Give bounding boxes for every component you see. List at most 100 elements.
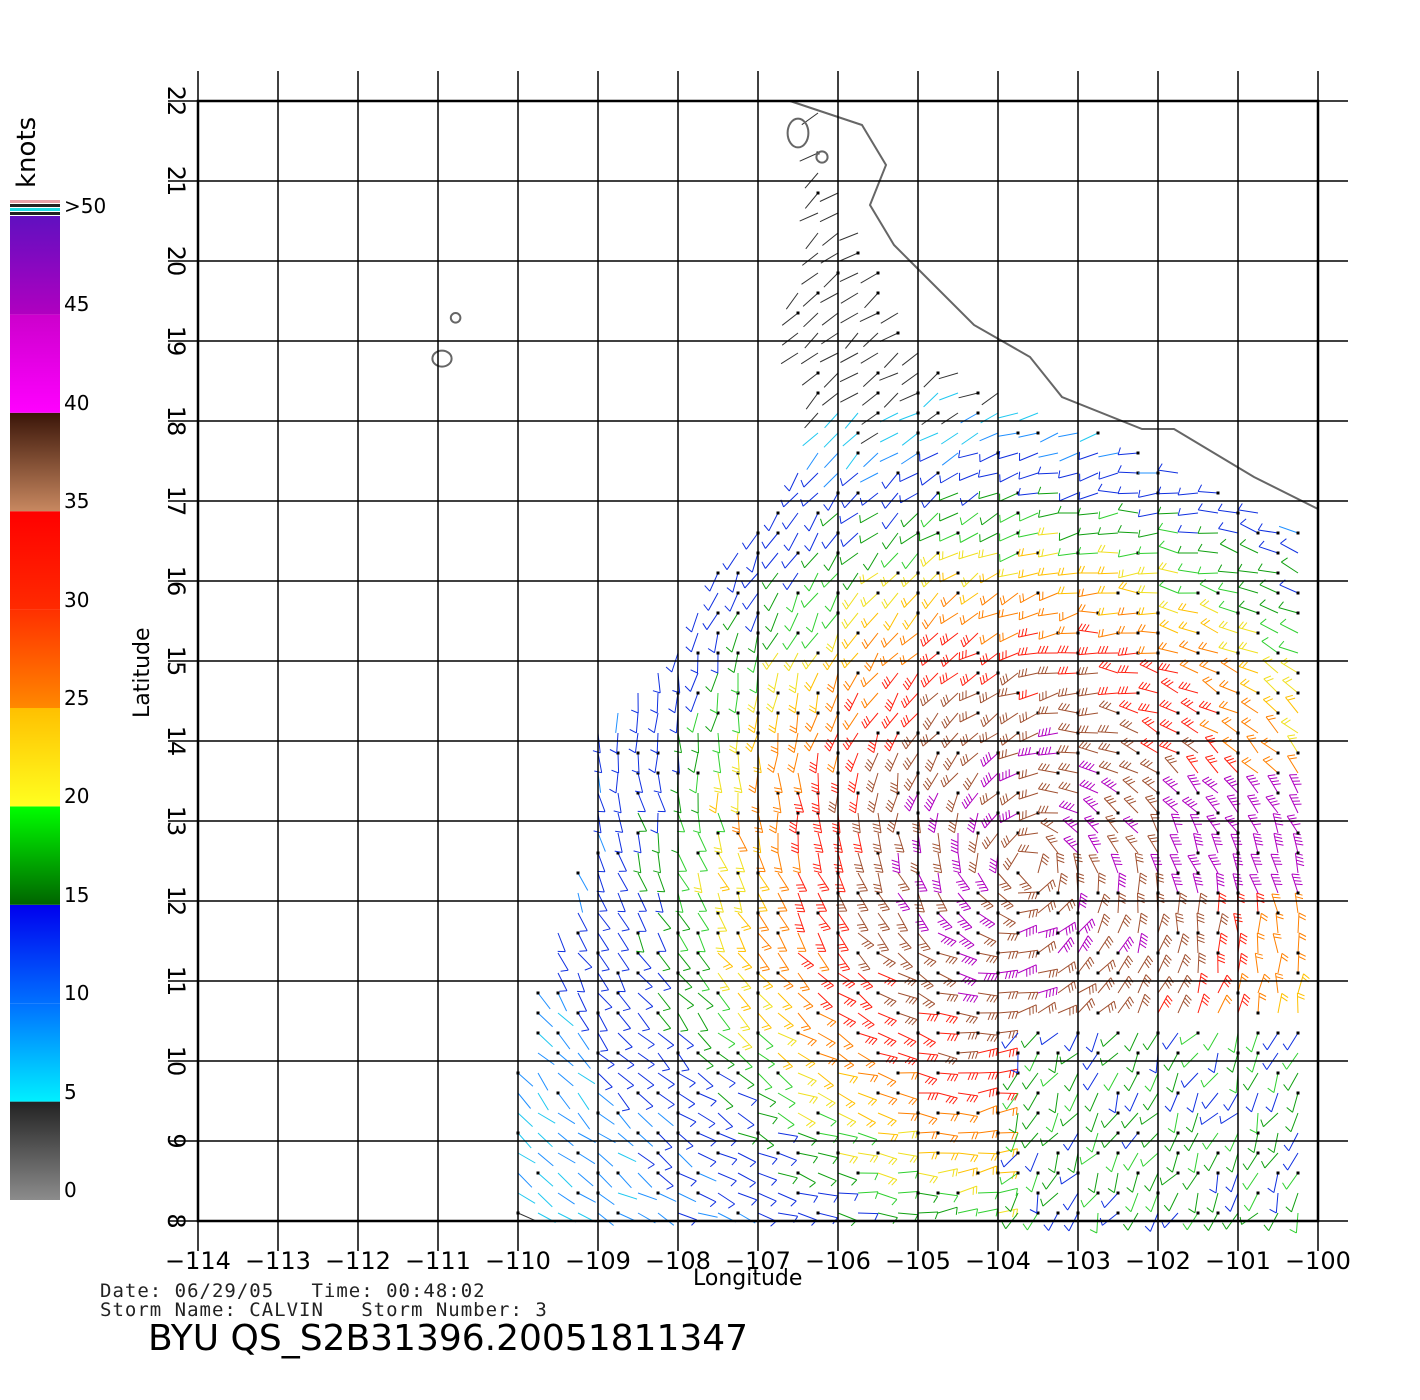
wind-vector	[804, 672, 819, 692]
lat-tick-label: 8	[162, 1213, 190, 1228]
wind-vector	[1225, 1172, 1239, 1193]
wind-vector	[1239, 678, 1259, 694]
wind-vector	[837, 1032, 854, 1050]
wind-vector	[1137, 932, 1149, 954]
wind-vector	[617, 1032, 633, 1051]
wind-vector	[817, 972, 834, 990]
lon-tick-label: −112	[325, 1247, 391, 1275]
wind-vector	[1039, 432, 1059, 443]
rain-flag-dot	[1276, 911, 1280, 915]
wind-vector	[811, 792, 820, 814]
rain-flag-dot	[956, 1051, 960, 1055]
wind-vector	[959, 592, 979, 605]
wind-vector	[1285, 694, 1299, 714]
rain-flag-dot	[1096, 1051, 1100, 1055]
wind-vector	[1058, 781, 1079, 794]
wind-vector	[557, 1032, 571, 1050]
rain-flag-dot	[956, 1011, 960, 1015]
wind-vector	[797, 1032, 817, 1047]
wind-vector	[937, 1092, 958, 1105]
wind-vector	[617, 1072, 635, 1090]
wind-vector	[877, 992, 897, 1007]
rain-flag-dot	[656, 1151, 660, 1155]
wind-vector	[655, 892, 664, 913]
rain-flag-dot	[856, 491, 860, 495]
wind-vector	[1137, 546, 1159, 554]
rain-flag-dot	[696, 1171, 700, 1175]
wind-vector	[936, 892, 948, 912]
wind-vector	[977, 1152, 999, 1161]
wind-vector	[1260, 1112, 1279, 1128]
rain-flag-dot	[816, 1111, 820, 1115]
wind-vector	[997, 950, 1019, 960]
wind-vector	[691, 732, 699, 754]
rain-flag-dot	[1016, 871, 1020, 875]
wind-vector	[959, 512, 979, 526]
wind-vector	[920, 572, 939, 588]
wind-vector	[777, 1072, 793, 1091]
rain-flag-dot	[1036, 1191, 1040, 1195]
wind-vector	[1282, 1032, 1299, 1051]
rain-flag-dot	[716, 1131, 720, 1135]
wind-vector	[1097, 645, 1119, 654]
rain-flag-dot	[776, 971, 780, 975]
wind-vector	[617, 852, 627, 872]
wind-vector	[957, 1012, 978, 1024]
wind-vector	[1241, 756, 1259, 774]
wind-vector	[803, 312, 819, 328]
wind-vector	[697, 952, 711, 972]
rain-flag-dot	[696, 931, 700, 935]
wind-vector	[950, 832, 959, 854]
rain-flag-dot	[1136, 631, 1140, 635]
rain-flag-dot	[976, 711, 980, 715]
rain-flag-dot	[736, 591, 740, 595]
wind-vector	[877, 1012, 897, 1027]
wind-vector	[872, 832, 882, 854]
wind-vector	[853, 832, 863, 853]
wind-vector	[1188, 1192, 1199, 1214]
wind-vector	[1181, 736, 1199, 754]
wind-vector	[799, 212, 819, 222]
wind-vector	[1144, 1172, 1159, 1192]
wind-vector	[864, 292, 879, 309]
wind-vector	[737, 1072, 755, 1090]
wind-vector	[1117, 447, 1139, 456]
wind-vector	[761, 552, 779, 569]
wind-vector	[1078, 760, 1099, 774]
rain-flag-dot	[956, 971, 960, 975]
wind-vector	[857, 1152, 879, 1163]
rain-flag-dot	[1116, 711, 1120, 715]
wind-vector	[1270, 853, 1283, 874]
wind-vector	[1100, 1032, 1119, 1047]
wind-vector	[727, 652, 739, 674]
wind-vector	[1196, 912, 1205, 934]
rain-flag-dot	[716, 631, 720, 635]
wind-vector	[537, 1092, 549, 1111]
wind-vector	[917, 972, 934, 990]
wind-vector	[1062, 1192, 1079, 1211]
wind-vector	[537, 1052, 555, 1066]
wind-vector	[999, 809, 1019, 824]
rain-flag-dot	[876, 951, 880, 955]
rain-flag-dot	[1176, 791, 1180, 795]
wind-vector	[1037, 645, 1059, 654]
wind-vector	[899, 532, 919, 545]
wind-vector	[1037, 782, 1059, 794]
rain-flag-dot	[876, 411, 880, 415]
wind-vector	[637, 1192, 657, 1201]
wind-vector	[737, 912, 752, 931]
wind-vector	[1037, 527, 1059, 536]
wind-vector	[1159, 699, 1179, 714]
wind-vector	[839, 252, 859, 262]
wind-vector	[883, 612, 899, 631]
wind-vector	[557, 1132, 574, 1147]
rain-flag-dot	[1016, 531, 1020, 535]
wind-vector	[1105, 1152, 1119, 1173]
wind-vector	[958, 450, 979, 459]
wind-vector	[843, 672, 859, 691]
rain-flag-dot	[736, 751, 740, 755]
wind-vector	[978, 549, 999, 559]
rain-flag-dot	[736, 571, 740, 575]
wind-vector	[1209, 1172, 1219, 1194]
wind-vector	[867, 732, 879, 754]
